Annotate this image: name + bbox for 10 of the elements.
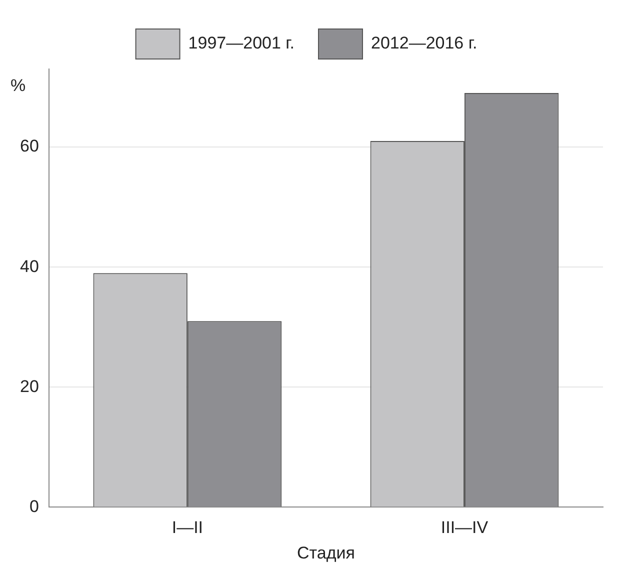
y-tick-label: 60 [20,136,39,156]
y-tick-label: 40 [20,256,39,276]
y-tick-label: 0 [29,496,39,516]
x-axis-title: Стадия [296,543,355,562]
legend-label: 1997—2001 г. [188,34,295,53]
y-tick-label: 20 [20,376,39,396]
y-axis-title: % [10,76,26,96]
x-tick-label: III—IV [440,518,489,538]
x-tick-label: I—II [172,518,204,538]
legend-label: 2012—2016 г. [371,34,478,53]
